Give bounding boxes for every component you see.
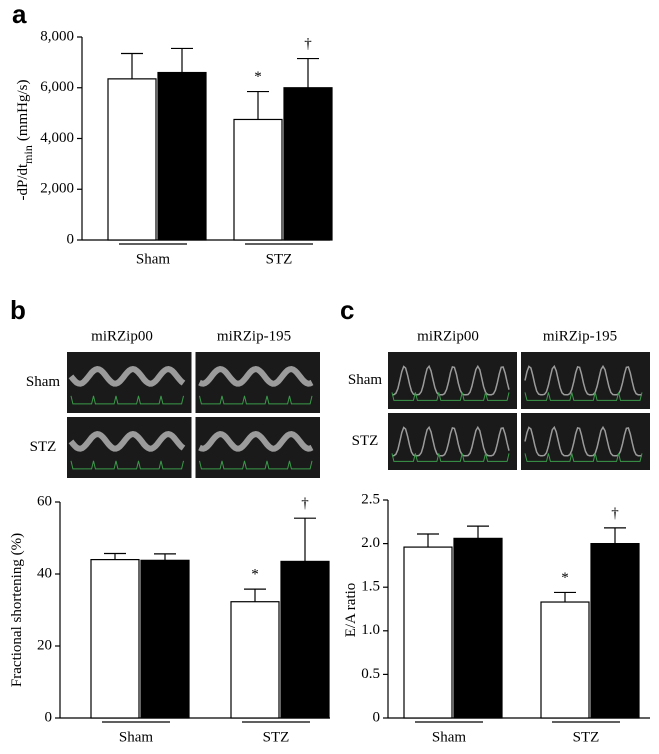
y-tick-label: 0: [373, 709, 381, 725]
echo-trace: [391, 425, 510, 457]
ecg-trace: [199, 395, 313, 405]
echo-trace: [198, 366, 314, 387]
significance-marker: *: [251, 567, 259, 583]
significance-marker: †: [304, 36, 312, 52]
bar: [280, 560, 330, 719]
bar: [283, 87, 333, 241]
x-tick-label: Sham: [432, 729, 467, 745]
y-tick-label: 60: [37, 493, 52, 509]
image-column-label: miRZip00: [417, 328, 479, 344]
significance-marker: †: [611, 505, 619, 521]
ecg-trace: [199, 460, 313, 470]
y-tick-label: 0.5: [361, 666, 380, 682]
y-tick-label: 8,000: [40, 28, 74, 44]
y-tick-label: 20: [37, 637, 52, 653]
ecg-trace: [391, 453, 510, 462]
x-tick-label: Sham: [119, 729, 154, 745]
echo-image: [521, 352, 650, 409]
echo-trace: [68, 431, 186, 452]
x-tick-label: STZ: [266, 251, 293, 267]
significance-marker: *: [561, 570, 569, 586]
echo-trace: [198, 431, 314, 452]
image-column-label: miRZip-195: [217, 328, 291, 344]
y-label-text: E/A ratio: [343, 583, 359, 638]
echo-trace: [391, 364, 510, 396]
image-row-label: Sham: [26, 374, 61, 390]
bar: [590, 542, 640, 719]
ecg-trace: [70, 395, 184, 405]
echo-image: [67, 417, 192, 478]
y-label-text: Fractional shortening (%): [9, 533, 25, 687]
image-column-label: miRZip00: [91, 328, 153, 344]
echo-trace: [524, 364, 643, 396]
y-tick-label: 2.5: [361, 491, 380, 507]
y-tick-label: 40: [37, 565, 52, 581]
echo-image: [521, 413, 650, 470]
bar: [140, 559, 190, 719]
echo-image: [195, 417, 320, 478]
y-label-unit: (mmHg/s): [15, 79, 31, 141]
significance-marker: *: [254, 69, 262, 85]
x-tick-label: STZ: [573, 729, 600, 745]
x-tick-label: Sham: [136, 251, 171, 267]
ecg-trace: [70, 460, 184, 470]
bar: [540, 601, 590, 719]
bar: [230, 601, 280, 719]
y-tick-label: 2.0: [361, 535, 380, 551]
panel-label: c: [340, 295, 354, 325]
image-row-label: Sham: [348, 372, 383, 388]
echo-image: [67, 352, 192, 413]
bar: [107, 78, 157, 241]
y-label-text: -dP/dt: [15, 163, 31, 201]
y-tick-label: 4,000: [40, 130, 74, 146]
panel-label: b: [10, 295, 26, 325]
image-column-label: miRZip-195: [543, 328, 617, 344]
y-tick-label: 0: [67, 231, 75, 247]
ecg-trace: [391, 392, 510, 401]
panel-label: a: [12, 0, 27, 29]
y-label-subscript: min: [21, 145, 35, 164]
y-axis-label: E/A ratio: [343, 583, 359, 638]
bar: [453, 537, 503, 719]
y-tick-label: 2,000: [40, 181, 74, 197]
image-row-label: STZ: [30, 439, 57, 455]
image-row-label: STZ: [352, 433, 379, 449]
y-axis-label: -dP/dtmin (mmHg/s): [15, 79, 34, 200]
echo-trace: [524, 425, 643, 457]
y-tick-label: 0: [45, 709, 53, 725]
y-axis-label: Fractional shortening (%): [9, 533, 25, 687]
bar: [403, 546, 453, 719]
y-tick-label: 6,000: [40, 79, 74, 95]
y-tick-label: 1.5: [361, 579, 380, 595]
bar: [90, 558, 140, 719]
significance-marker: †: [301, 496, 309, 512]
echo-image: [195, 352, 320, 413]
echo-trace: [68, 366, 186, 387]
bar: [233, 118, 283, 241]
y-tick-label: 1.0: [361, 622, 380, 638]
x-tick-label: STZ: [263, 729, 290, 745]
ecg-trace: [524, 392, 643, 401]
ecg-trace: [524, 453, 643, 462]
bar: [157, 71, 207, 241]
